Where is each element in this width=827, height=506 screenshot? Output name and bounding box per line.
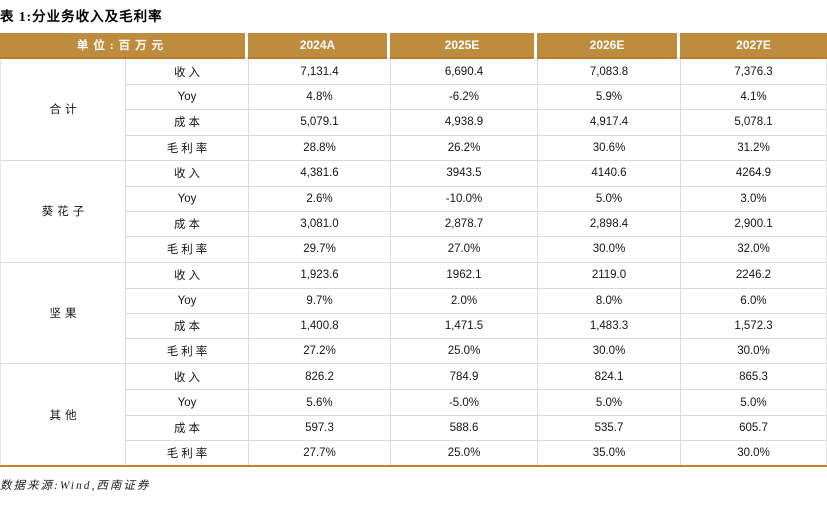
data-source-note: 数据来源:Wind,西南证券 [0, 480, 151, 492]
table-cell: -6.2% [390, 84, 537, 110]
section-other: 其他 收入 826.2 784.9 824.1 865.3 Yoy 5.6% -… [1, 363, 826, 465]
row-label: Yoy [125, 84, 248, 110]
row-label: Yoy [125, 389, 248, 415]
table-cell: 824.1 [537, 364, 680, 390]
table-cell: 6,690.4 [390, 59, 537, 85]
table-cell: 784.9 [390, 364, 537, 390]
row-label: 收入 [125, 160, 248, 186]
table-cell: 1962.1 [390, 262, 537, 288]
table-cell: 5.9% [537, 84, 680, 110]
table-cell: 1,471.5 [390, 312, 537, 339]
table-cell: 1,400.8 [248, 312, 390, 339]
table-cell: 27.0% [390, 236, 537, 262]
table-cell: 28.8% [248, 134, 390, 160]
table-cell: 4264.9 [680, 160, 826, 186]
table-cell: -10.0% [390, 185, 537, 212]
table-body: 合计 收入 7,131.4 6,690.4 7,083.8 7,376.3 Yo… [0, 59, 827, 465]
table-header-row: 单位:百万元 2024A 2025E 2026E 2027E [0, 33, 827, 59]
table-cell: 5,078.1 [680, 109, 826, 135]
row-label: 成本 [125, 109, 248, 135]
table-cell: 5,079.1 [248, 109, 390, 135]
row-label: 收入 [125, 364, 248, 390]
col-header-2025E: 2025E [390, 33, 534, 59]
table-cell: 2246.2 [680, 262, 826, 288]
col-header-2024A: 2024A [248, 33, 387, 59]
table-cell: 25.0% [390, 439, 537, 465]
table-cell: 8.0% [537, 287, 680, 313]
row-label: 收入 [125, 59, 248, 85]
table-cell: 27.7% [248, 439, 390, 465]
section-name: 其他 [49, 409, 81, 422]
table-cell: 2,878.7 [390, 211, 537, 237]
row-label: 毛利率 [125, 134, 248, 160]
table-cell: 31.2% [680, 134, 826, 160]
row-label: 收入 [125, 262, 248, 288]
table-cell: 4,381.6 [248, 160, 390, 186]
table-cell: 2.6% [248, 185, 390, 212]
table-cell: 2119.0 [537, 262, 680, 288]
table-cell: 7,083.8 [537, 59, 680, 85]
table-cell: -5.0% [390, 389, 537, 415]
row-label: 毛利率 [125, 338, 248, 364]
table-bottom-rule [0, 465, 827, 467]
table-cell: 4.1% [680, 84, 826, 110]
table-cell: 2.0% [390, 287, 537, 313]
section-name: 合计 [49, 104, 81, 117]
section-sunflower-seeds: 葵花子 收入 4,381.6 3943.5 4140.6 4264.9 Yoy … [1, 159, 826, 262]
row-label: Yoy [125, 185, 248, 212]
section-name: 葵花子 [41, 206, 89, 219]
section-name: 坚果 [49, 307, 81, 320]
row-label: 毛利率 [125, 439, 248, 465]
row-label: 成本 [125, 414, 248, 440]
table-cell: 4.8% [248, 84, 390, 110]
table-title: 表 1:分业务收入及毛利率 [0, 9, 163, 24]
table-cell: 3.0% [680, 185, 826, 212]
table-cell: 2,900.1 [680, 211, 826, 237]
table-cell: 2,898.4 [537, 211, 680, 237]
table-cell: 5.0% [680, 389, 826, 415]
table-cell: 597.3 [248, 414, 390, 440]
table-cell: 7,376.3 [680, 59, 826, 85]
table-cell: 26.2% [390, 134, 537, 160]
table-cell: 605.7 [680, 414, 826, 440]
table-cell: 32.0% [680, 236, 826, 262]
row-label: Yoy [125, 287, 248, 313]
table-cell: 29.7% [248, 236, 390, 262]
section-nuts: 坚果 收入 1,923.6 1962.1 2119.0 2246.2 Yoy 9… [1, 261, 826, 364]
table-cell: 3943.5 [390, 160, 537, 186]
row-label: 成本 [125, 312, 248, 339]
table-cell: 35.0% [537, 439, 680, 465]
table-cell: 588.6 [390, 414, 537, 440]
table-cell: 4,917.4 [537, 109, 680, 135]
col-header-2026E: 2026E [537, 33, 677, 59]
table-cell: 6.0% [680, 287, 826, 313]
table-cell: 1,483.3 [537, 312, 680, 339]
table-cell: 826.2 [248, 364, 390, 390]
row-label: 毛利率 [125, 236, 248, 262]
table-cell: 9.7% [248, 287, 390, 313]
table-cell: 27.2% [248, 338, 390, 364]
table-cell: 3,081.0 [248, 211, 390, 237]
row-label: 成本 [125, 211, 248, 237]
col-header-2027E: 2027E [680, 33, 827, 59]
table-cell: 865.3 [680, 364, 826, 390]
table-cell: 30.0% [537, 236, 680, 262]
table-cell: 7,131.4 [248, 59, 390, 85]
section-total: 合计 收入 7,131.4 6,690.4 7,083.8 7,376.3 Yo… [1, 59, 826, 160]
table-cell: 30.0% [680, 338, 826, 364]
table-cell: 30.0% [537, 338, 680, 364]
table-cell: 1,923.6 [248, 262, 390, 288]
unit-header-cell: 单位:百万元 [0, 33, 245, 59]
table-cell: 30.6% [537, 134, 680, 160]
table-cell: 25.0% [390, 338, 537, 364]
table-cell: 5.0% [537, 389, 680, 415]
table-cell: 30.0% [680, 439, 826, 465]
table-cell: 535.7 [537, 414, 680, 440]
table-cell: 4140.6 [537, 160, 680, 186]
table-cell: 5.0% [537, 185, 680, 212]
table-cell: 1,572.3 [680, 312, 826, 339]
table-cell: 5.6% [248, 389, 390, 415]
table-cell: 4,938.9 [390, 109, 537, 135]
